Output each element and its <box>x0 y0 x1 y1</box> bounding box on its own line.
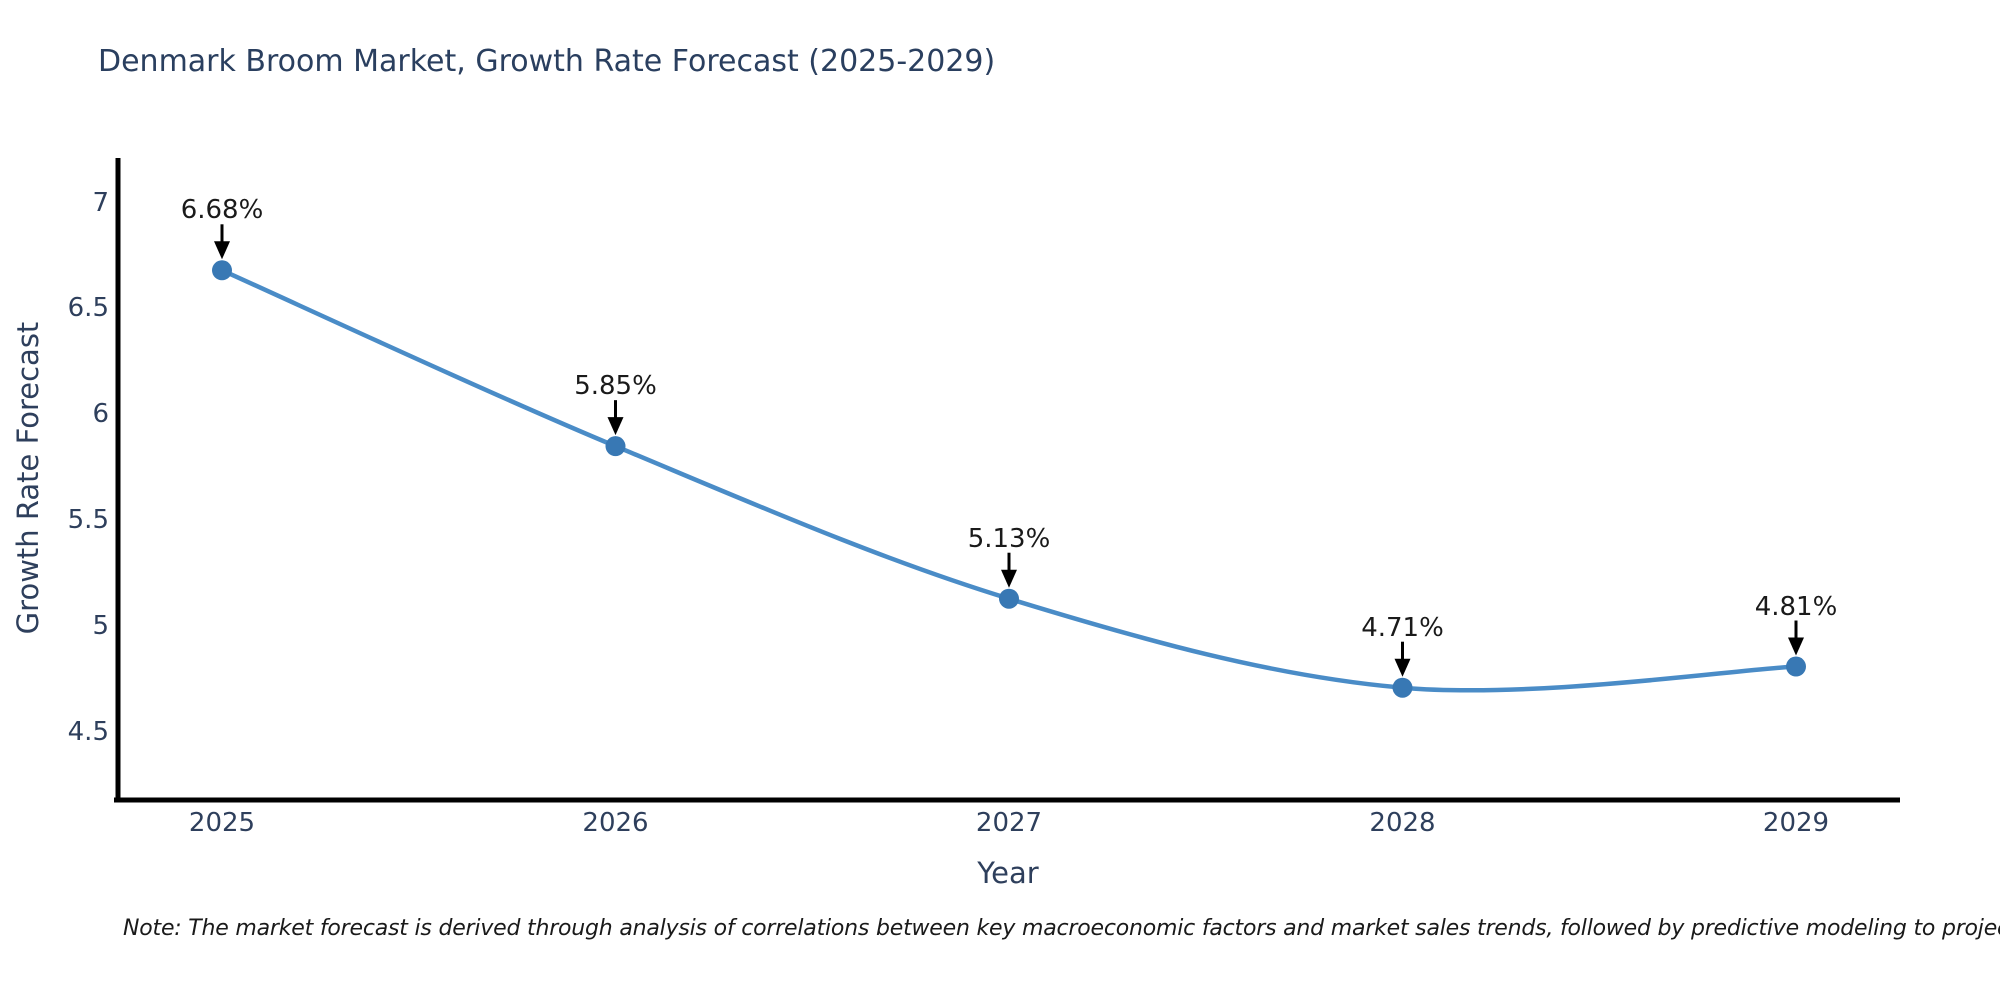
data-point-marker <box>1392 677 1413 698</box>
annotation-arrowhead <box>1788 637 1804 656</box>
data-point-value-label: 4.71% <box>1361 612 1444 643</box>
annotation-arrowhead <box>1001 569 1017 588</box>
x-tick-label: 2028 <box>1369 808 1436 838</box>
data-point-value-label: 5.13% <box>967 523 1051 554</box>
y-tick-label: 6 <box>92 399 109 430</box>
y-tick-label: 5.5 <box>67 505 109 536</box>
data-point-marker <box>999 588 1019 609</box>
footnote: Note: The market forecast is derived thr… <box>123 916 2000 941</box>
chart-title: Denmark Broom Market, Growth Rate Foreca… <box>98 44 996 79</box>
data-point-value-label: 5.85% <box>574 371 657 402</box>
annotation-arrowhead <box>1394 658 1411 677</box>
x-tick-label: 2025 <box>188 808 256 838</box>
y-axis-title: Growth Rate Forecast <box>11 321 45 635</box>
annotation-arrowhead <box>214 241 230 260</box>
y-tick-label: 7 <box>92 187 109 218</box>
data-point-value-label: 6.68% <box>180 195 264 226</box>
y-tick-label: 4.5 <box>67 717 109 748</box>
data-point-marker <box>605 436 626 457</box>
data-point-marker <box>1786 656 1806 677</box>
y-tick-label: 6.5 <box>67 293 109 324</box>
x-axis-title: Year <box>977 856 1039 890</box>
x-tick-label: 2029 <box>1762 808 1830 838</box>
data-point-value-label: 4.81% <box>1754 591 1838 622</box>
x-tick-label: 2026 <box>582 808 649 838</box>
forecast-line <box>219 268 1799 693</box>
annotation-arrowhead <box>607 417 624 436</box>
x-tick-label: 2027 <box>975 808 1043 838</box>
y-tick-label: 5 <box>92 611 109 642</box>
data-point-marker <box>212 260 232 281</box>
